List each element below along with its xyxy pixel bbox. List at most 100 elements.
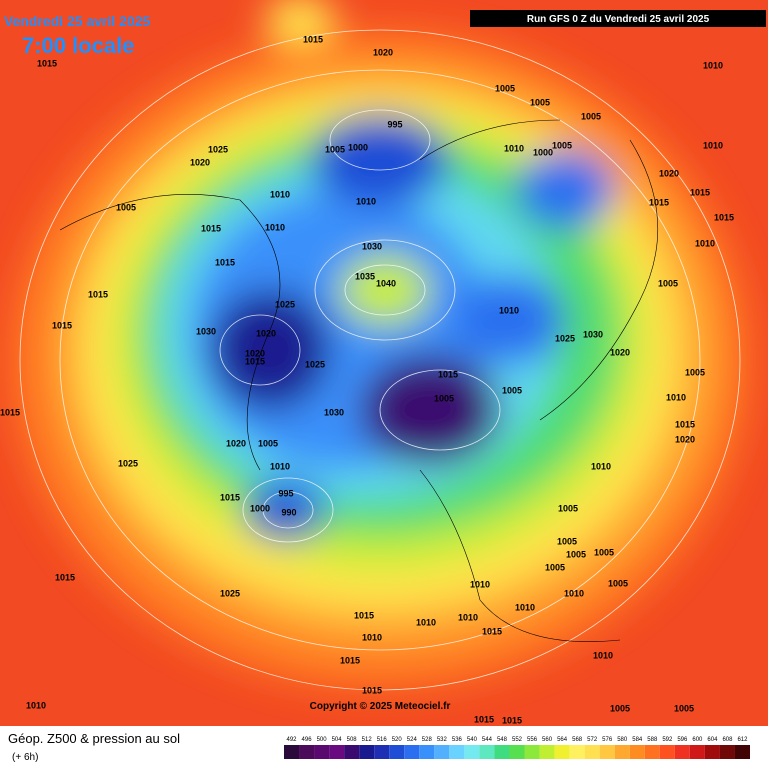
colorbar-swatch — [584, 745, 600, 759]
isobar-label: 1010 — [458, 612, 478, 622]
colorbar-swatch — [284, 745, 300, 759]
isobar-label: 1005 — [608, 578, 628, 588]
isobar-label: 1015 — [37, 58, 57, 68]
colorbar-label: 588 — [647, 737, 658, 743]
isobar-label: 1005 — [325, 144, 345, 154]
colorbar-label: 540 — [467, 737, 478, 743]
colorbar-swatch — [389, 745, 405, 759]
isobar-label: 1020 — [373, 47, 393, 57]
colorbar-swatch — [464, 745, 480, 759]
colorbar-swatch — [704, 745, 720, 759]
colorbar-label: 500 — [317, 737, 328, 743]
isobar-label: 1015 — [354, 610, 374, 620]
isobar-label: 1015 — [0, 407, 20, 417]
colorbar-swatch — [524, 745, 540, 759]
colorbar-swatch — [629, 745, 645, 759]
colorbar-label: 572 — [587, 737, 598, 743]
colorbar-label: 608 — [722, 737, 733, 743]
isobar-label: 1035 — [355, 271, 375, 281]
isobar-label: 1005 — [434, 393, 454, 403]
isobar-label: 1010 — [499, 305, 519, 315]
isobar-label: 1040 — [376, 278, 396, 288]
colorbar-label: 544 — [482, 737, 493, 743]
colorbar-swatch — [434, 745, 450, 759]
colorbar-label: 532 — [437, 737, 448, 743]
isobar-label: 1015 — [220, 492, 240, 502]
isobar-label: 1015 — [482, 626, 502, 636]
isobar-label: 1030 — [583, 329, 603, 339]
isobar-label: 1010 — [362, 632, 382, 642]
isobar-label: 1000 — [250, 503, 270, 513]
isobar-label: 1015 — [649, 197, 669, 207]
isobar-label: 1015 — [201, 223, 221, 233]
footer-title: Géop. Z500 & pression au sol — [8, 731, 180, 746]
isobar-label: 1010 — [416, 617, 436, 627]
footer-step: (+ 6h) — [12, 752, 38, 763]
isobar-label: 1005 — [674, 703, 694, 713]
isobar-label: 1010 — [270, 461, 290, 471]
copyright: Copyright © 2025 Meteociel.fr — [310, 701, 451, 712]
colorbar-label: 536 — [452, 737, 463, 743]
isobar-label: 1000 — [533, 147, 553, 157]
colorbar-swatch — [419, 745, 435, 759]
isobar-label: 1005 — [581, 111, 601, 121]
isobar-label: 1005 — [495, 83, 515, 93]
isobar-label: 1010 — [695, 238, 715, 248]
colorbar-label: 592 — [662, 737, 673, 743]
colorbar-label: 568 — [572, 737, 583, 743]
colorbar-label: 512 — [362, 737, 373, 743]
colorbar-label: 584 — [632, 737, 643, 743]
isobar-label: 1025 — [208, 144, 228, 154]
colorbar-label: 524 — [407, 737, 418, 743]
colorbar: 492 496 500 504 508 512 516 520 524 528 532 536 540 5… — [284, 737, 750, 759]
time: 7:00 locale — [22, 33, 135, 58]
colorbar-swatch — [374, 745, 390, 759]
isobar-label: 1010 — [265, 222, 285, 232]
colorbar-label: 504 — [332, 737, 343, 743]
colorbar-swatch — [734, 745, 750, 759]
isobar-label: 1015 — [438, 369, 458, 379]
isobar-label: 1020 — [675, 434, 695, 444]
colorbar-label: 604 — [707, 737, 718, 743]
colorbar-swatch — [659, 745, 675, 759]
date: Vendredi 25 avril 2025 — [4, 13, 151, 29]
isobar-label: 1005 — [610, 703, 630, 713]
isobar-label: 1015 — [362, 685, 382, 695]
colorbar-label: 496 — [302, 737, 313, 743]
isobar-label: 1020 — [245, 348, 265, 358]
isobar-label: 1015 — [55, 572, 75, 582]
isobar-label: 1010 — [564, 588, 584, 598]
colorbar-label: 520 — [392, 737, 403, 743]
colorbar-label: 548 — [497, 737, 508, 743]
isobar-label: 1010 — [504, 143, 524, 153]
colorbar-swatch — [554, 745, 570, 759]
isobar-label: 1020 — [226, 438, 246, 448]
isobar-label: 1015 — [52, 320, 72, 330]
isobar-label: 1010 — [270, 189, 290, 199]
isobar-label: 1020 — [659, 168, 679, 178]
isobar-label: 1015 — [303, 34, 323, 44]
colorbar-label: 580 — [617, 737, 628, 743]
isobar-label: 1005 — [545, 562, 565, 572]
isobar-label: 1010 — [703, 60, 723, 70]
colorbar-swatch — [719, 745, 735, 759]
run-info: Run GFS 0 Z du Vendredi 25 avril 2025 — [527, 14, 710, 25]
colorbar-label: 612 — [737, 737, 748, 743]
isobar-label: 1025 — [118, 458, 138, 468]
colorbar-swatch — [344, 745, 360, 759]
isobar-label: 1005 — [530, 97, 550, 107]
isobar-label: 1015 — [690, 187, 710, 197]
colorbar-swatch — [359, 745, 375, 759]
isobar-label: 1015 — [215, 257, 235, 267]
isobar-label: 1015 — [714, 212, 734, 222]
colorbar-swatch — [539, 745, 555, 759]
isobar-label: 1010 — [703, 140, 723, 150]
colorbar-swatch — [614, 745, 630, 759]
colorbar-label: 596 — [677, 737, 688, 743]
isobar-label: 1010 — [666, 392, 686, 402]
colorbar-label: 556 — [527, 737, 538, 743]
isobar-label: 1005 — [594, 547, 614, 557]
isobar-label: 1015 — [245, 356, 265, 366]
colorbar-swatch — [644, 745, 660, 759]
colorbar-label: 508 — [347, 737, 358, 743]
